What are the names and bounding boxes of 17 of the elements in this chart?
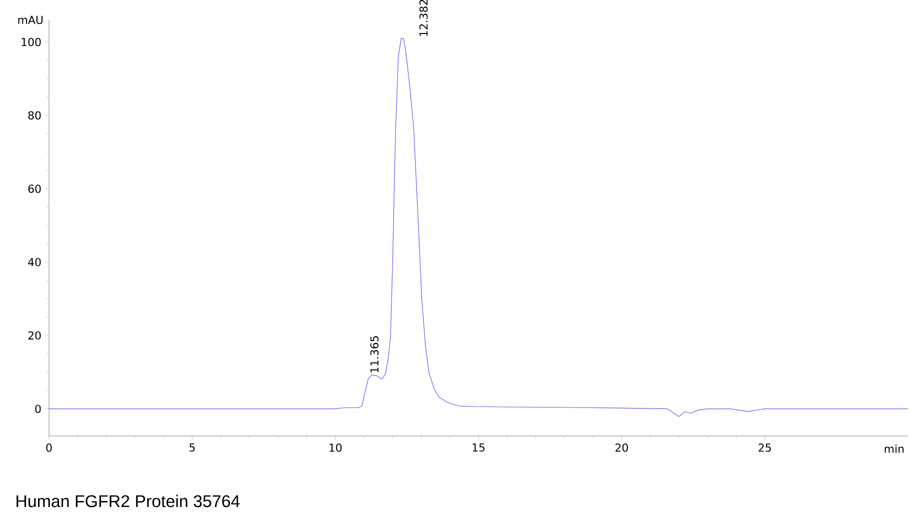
x-tick-label: 0 [46, 443, 52, 452]
annotation: 12.382 [419, 0, 428, 36]
y-tick-label: 0 [35, 404, 41, 413]
y-tick-label: 20 [28, 331, 41, 340]
y-tick-label: 40 [28, 258, 41, 266]
y-axis-title: mAU [18, 16, 43, 24]
x-tick-label: 5 [190, 443, 195, 452]
annotation: 11.365 [370, 336, 379, 372]
x-tick-label: 15 [472, 443, 485, 452]
y-tick-label: 100 [22, 38, 41, 46]
x-axis-title: min [884, 444, 904, 453]
x-tick-label: 25 [758, 443, 771, 452]
text: Human FGFR2 Protein 35764 [16, 494, 240, 508]
y-tick-label: 60 [28, 184, 41, 193]
x-tick-label: 20 [616, 443, 628, 452]
x-tick-label: 10 [330, 443, 342, 452]
y-tick-label: 80 [28, 111, 41, 120]
